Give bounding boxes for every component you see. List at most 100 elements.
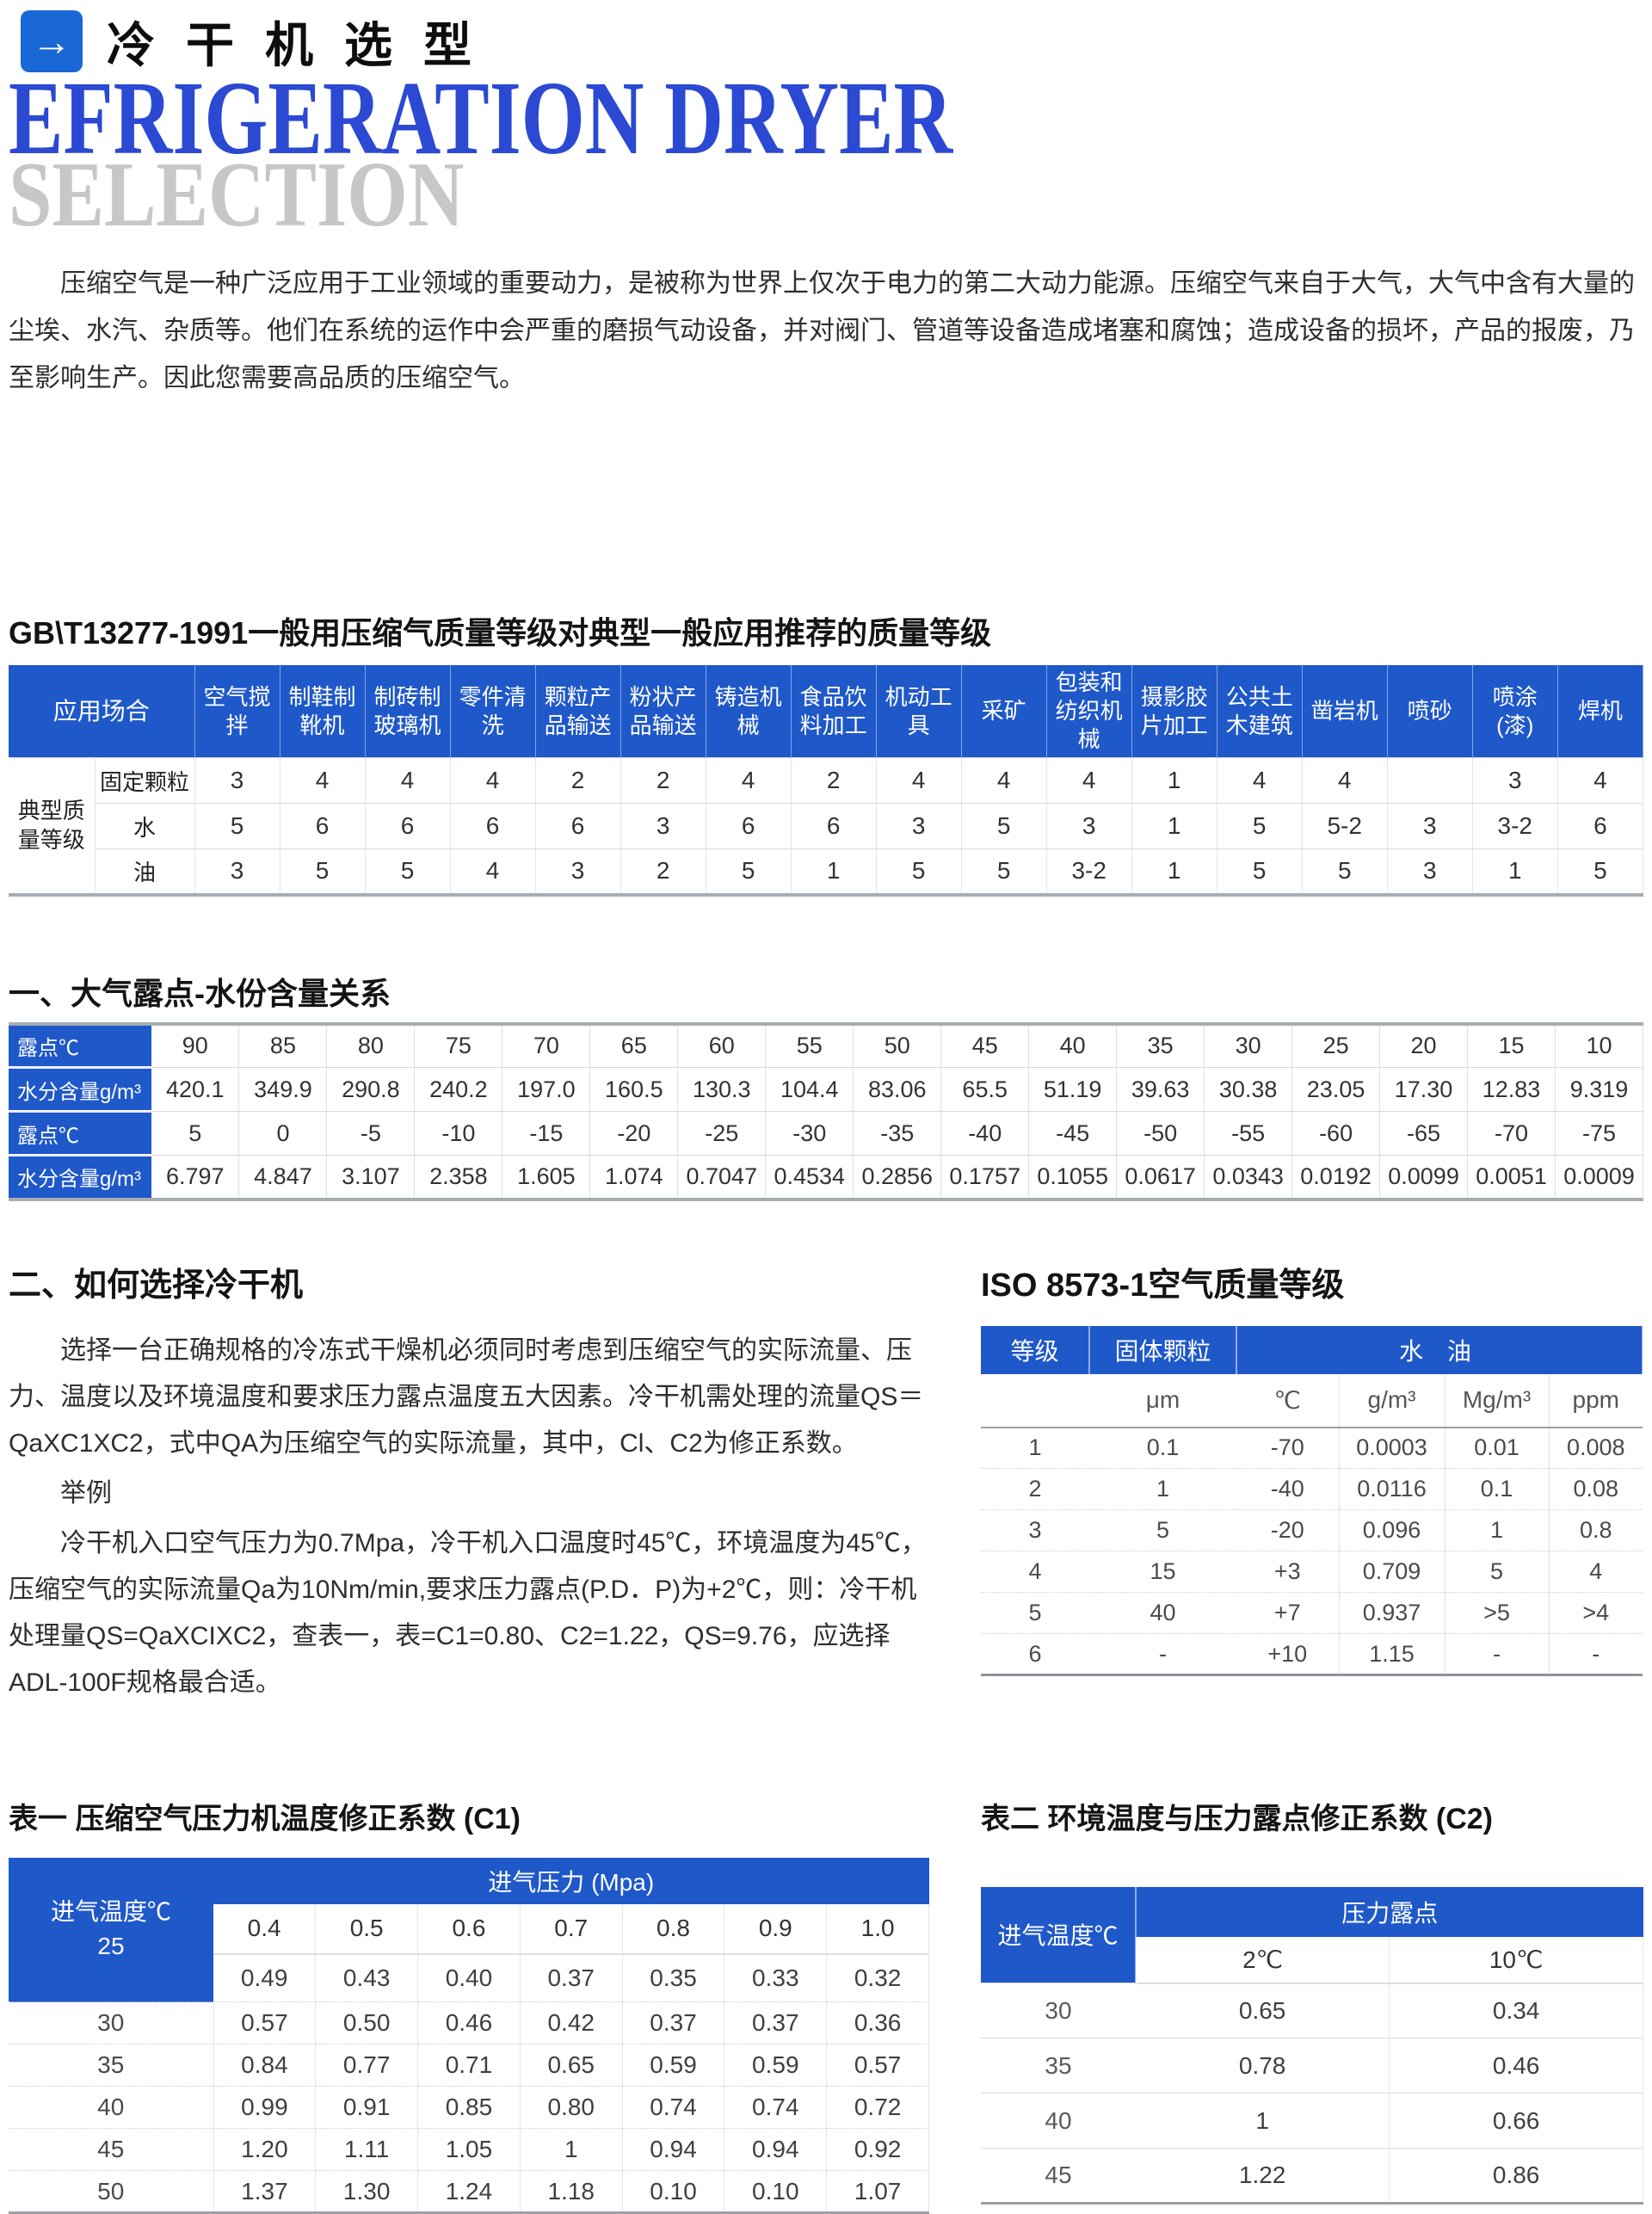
dew-cell: -35 (854, 1112, 941, 1156)
t1-cell: 0.94 (724, 2129, 827, 2171)
t1-corner-label: 进气温度℃ (9, 1895, 213, 1929)
dew-cell: -40 (941, 1112, 1029, 1156)
gb-cell: 5 (1217, 849, 1302, 895)
table1-title: 表一 压缩空气压力机温度修正系数 (C1) (9, 1795, 929, 1837)
gb-cell: 5 (1557, 849, 1643, 895)
dew-cell: 50 (854, 1024, 941, 1068)
gb-cell: 2 (620, 849, 706, 895)
iso-cell: 0.096 (1339, 1510, 1445, 1551)
t1-cell: 0.85 (418, 2087, 521, 2129)
gb-row-label: 油 (95, 849, 194, 895)
gb-cell: 5-2 (1302, 804, 1387, 849)
dew-cell: 51.19 (1029, 1068, 1117, 1112)
gb-cell: 4 (450, 849, 535, 895)
iso-cell: 0.01 (1445, 1428, 1549, 1469)
t1-cell: 0.77 (316, 2044, 418, 2087)
iso-cell: 0.1 (1445, 1469, 1549, 1510)
t2-row-label: 35 (981, 2038, 1136, 2094)
gb-column-header: 喷砂 (1387, 665, 1472, 758)
t1-cell: 0.71 (418, 2044, 521, 2087)
dew-cell: 130.3 (678, 1068, 766, 1112)
iso-table-title: ISO 8573-1空气质量等级 (981, 1258, 1643, 1305)
gb-column-header: 颗粒产品输送 (535, 665, 620, 758)
dew-cell: 55 (766, 1024, 854, 1068)
dew-cell: -25 (678, 1112, 766, 1156)
document-page: → 冷干机选型 EFRIGERATION DRYER SELECTION 压缩空… (0, 9, 1652, 2214)
dew-cell: 160.5 (590, 1068, 678, 1112)
t1-cell: 0.57 (213, 2002, 316, 2044)
iso-cell: +3 (1236, 1551, 1339, 1593)
iso-cell: -40 (1236, 1469, 1339, 1510)
page-title-en-line2: SELECTION (9, 160, 1382, 231)
dew-cell: 0.0009 (1556, 1156, 1643, 1200)
gb-column-header: 喷涂(漆) (1472, 665, 1557, 758)
dew-cell: 6.797 (151, 1156, 239, 1200)
dew-cell: 0.0192 (1292, 1156, 1380, 1200)
iso-cell: 1.15 (1339, 1634, 1445, 1675)
dew-cell: 290.8 (327, 1068, 415, 1112)
dew-cell: 45 (941, 1024, 1029, 1068)
gb-column-header: 制砖制玻璃机 (365, 665, 450, 758)
gb-row-group-label: 典型质量等级 (9, 758, 95, 895)
t1-cell: 0.10 (622, 2171, 724, 2213)
dew-cell: -20 (590, 1112, 678, 1156)
t2-cell: 0.78 (1136, 2038, 1390, 2094)
gb-cell: 3 (1387, 804, 1472, 849)
gb-cell: 4 (961, 758, 1046, 804)
gb-cell: 3 (535, 849, 620, 895)
dew-section-title: 一、大气露点-水份含量关系 (9, 969, 1643, 1014)
gb-cell: 3 (194, 758, 280, 804)
dew-cell: 3.107 (327, 1156, 415, 1200)
dew-cell: 0.7047 (678, 1156, 766, 1200)
gb-cell: 5 (1302, 849, 1387, 895)
t1-pressure-header: 0.5 (316, 1904, 418, 1954)
t1-cell: 0.49 (213, 1954, 316, 2002)
dew-cell: 0.2856 (854, 1156, 941, 1200)
iso-cell: 5 (1445, 1551, 1549, 1593)
gb-cell: 5 (1217, 804, 1302, 849)
gb-cell: 4 (365, 758, 450, 804)
selection-guide-column: 二、如何选择冷干机 选择一台正确规格的冷冻式干燥机必须同时考虑到压缩空气的实际流… (9, 1258, 929, 1754)
dew-cell: 0.0617 (1117, 1156, 1205, 1200)
gb-cell: 2 (535, 758, 620, 804)
t1-cell: 0.10 (724, 2171, 827, 2213)
gb-cell: 4 (1302, 758, 1387, 804)
dew-row-label: 水分含量g/m³ (9, 1156, 151, 1200)
gb-cell: 3 (1472, 758, 1557, 804)
gb-quality-grade-table: 应用场合 空气搅拌制鞋制靴机制砖制玻璃机零件清洗颗粒产品输送粉状产品输送铸造机械… (9, 665, 1643, 897)
iso-cell: 40 (1089, 1593, 1236, 1634)
gb-cell: 1 (1131, 804, 1217, 849)
t1-cell: 1.05 (418, 2129, 521, 2171)
dew-cell: 4.847 (239, 1156, 327, 1200)
gb-column-header: 公共土木建筑 (1217, 665, 1302, 758)
t1-cell: 1.30 (316, 2171, 418, 2213)
selection-paragraph-2: 举例 (9, 1471, 929, 1517)
gb-cell: 6 (706, 804, 791, 849)
iso-unit-cell: μm (1089, 1374, 1236, 1428)
t2-cell: 1.22 (1136, 2149, 1390, 2204)
iso-cell: 5 (981, 1593, 1089, 1634)
gb-column-header: 粉状产品输送 (620, 665, 706, 758)
gb-column-header: 凿岩机 (1302, 665, 1387, 758)
dew-cell: 0.4534 (766, 1156, 854, 1200)
iso-cell: -20 (1236, 1510, 1339, 1551)
gb-cell: 6 (280, 804, 365, 849)
dew-row-label: 水分含量g/m³ (9, 1068, 151, 1112)
t2-cell: 1 (1136, 2094, 1390, 2149)
iso-cell: 1 (1445, 1510, 1549, 1551)
t1-cell: 0.37 (724, 2002, 827, 2044)
t1-cell: 0.80 (520, 2087, 622, 2129)
